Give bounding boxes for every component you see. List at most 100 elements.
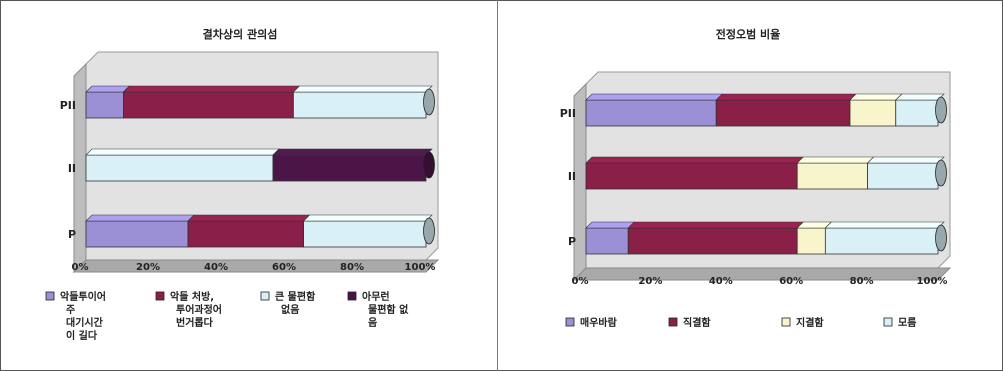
bar-segment [586,228,628,254]
legend-label: 악들 처방, 투어과정어 번거롭다 [170,290,222,329]
bar-segment-top [896,94,944,100]
bar-segment-top [188,215,310,221]
legend-line: 투어과정어 [176,303,222,316]
tick-label: 40% [204,262,228,273]
legend-swatch [566,318,574,326]
bar-segment [628,228,797,254]
bar-segment-top [850,94,902,100]
tick-label: 40% [709,276,733,287]
bars [86,86,434,247]
legend-item: 큰 물편함 없음 [261,290,316,316]
category-label: P [568,235,576,248]
bar-end-cap [424,218,435,244]
category-label: P [68,228,76,241]
legend-line: 번거롭다 [176,316,214,329]
bar-segment-top [293,86,432,92]
category-label: II [68,162,76,175]
bar-segment-top [628,222,803,228]
tick-label: 20% [136,262,160,273]
tick-label: 60% [779,276,803,287]
bar-segment [86,221,188,247]
tick-label: 0% [72,262,89,273]
legend-line: 음 [368,317,377,329]
tick-label: 100% [405,262,436,273]
bar-segment [86,155,273,181]
bar-segment-top [123,86,299,92]
legend-label: 지결함 [796,316,824,329]
legend-line: 악들 처방, [170,290,214,303]
legend-swatch [261,292,269,300]
bar-segment-top [86,149,279,155]
legend-line: 주 [66,304,75,316]
legend-line: 악들투이어 [60,290,106,303]
tick-label: 20% [638,276,662,287]
legend-label: 큰 물편함 없음 [275,290,316,316]
legend-swatch [156,292,164,300]
bar-segment [293,92,426,118]
bar-segment [896,100,938,126]
bar-segment [304,221,426,247]
bar-segment [825,228,938,254]
bar-segment [850,100,896,126]
category-label: PII [60,99,76,112]
floor-plane [74,260,438,272]
bar-end-cap [936,97,947,123]
bar-segment [86,92,123,118]
legend-line: 모름 [898,317,916,329]
legend-label: 악들투이어 주 대기시간 이 길다 [60,290,106,342]
bar-segment-top [797,157,873,163]
legend-line: 지결함 [796,316,824,329]
legend-line: 아무런 [362,290,390,303]
floor-plane [574,268,950,280]
legend-line: 이 길다 [66,329,98,342]
legend: 매우바람 직결함 지결함 모름 [566,316,916,329]
tick-label: 0% [572,276,589,287]
legend-swatch [348,292,356,300]
legend-item: 매우바람 [566,316,618,329]
bar-end-cap [936,160,947,186]
legend-line: 없음 [281,303,299,316]
legend-line: 대기시간 [66,316,104,329]
bar-segment [716,100,850,126]
bar-segment [188,221,304,247]
legend-swatch [46,292,54,300]
chart-title: 결차상의 관의섬 [203,27,278,41]
bar-segment-top [586,222,634,228]
bars [586,94,946,254]
legend-item: 악들투이어 주 대기시간 이 길다 [46,290,106,342]
legend-swatch [669,318,677,326]
legend-line: 물편함 없 [368,303,409,316]
legend-swatch [884,318,892,326]
legend-label: 모름 [898,317,916,329]
legend-label: 직결함 [683,316,711,329]
tick-label: 60% [272,262,296,273]
bar-segment-top [86,86,129,92]
bar-segment-top [86,215,194,221]
legend-line: 큰 물편함 [275,290,316,303]
bar-segment-top [586,157,803,163]
category-label: II [568,170,576,183]
bar-end-cap [424,89,435,115]
bar-segment-top [868,157,944,163]
bar-segment-top [586,94,722,100]
bar-segment [797,228,825,254]
legend-line: 매우바람 [580,316,618,329]
bar-end-cap [936,225,947,251]
tick-label: 80% [850,276,874,287]
chart-right: 전정오범 비율 PII II P 0% 20% 40% 60% 80% 100% 매우바람 직결… [498,0,1003,371]
chart-title: 전정오범 비율 [716,27,781,41]
bar-segment [586,163,797,189]
bar-end-cap [424,152,435,178]
bar-segment-top [716,94,856,100]
bar-segment [586,100,716,126]
tick-label: 80% [340,262,364,273]
bar-segment [797,163,867,189]
legend: 악들투이어 주 대기시간 이 길다 악들 처방, 투어과정어 번거롭다 큰 물편함 없음 아무런 물… [46,290,409,342]
tick-label: 100% [917,276,948,287]
bar-segment [123,92,293,118]
legend-label: 매우바람 [580,316,618,329]
bar-segment-top [825,222,944,228]
legend-item: 직결함 [669,316,711,329]
